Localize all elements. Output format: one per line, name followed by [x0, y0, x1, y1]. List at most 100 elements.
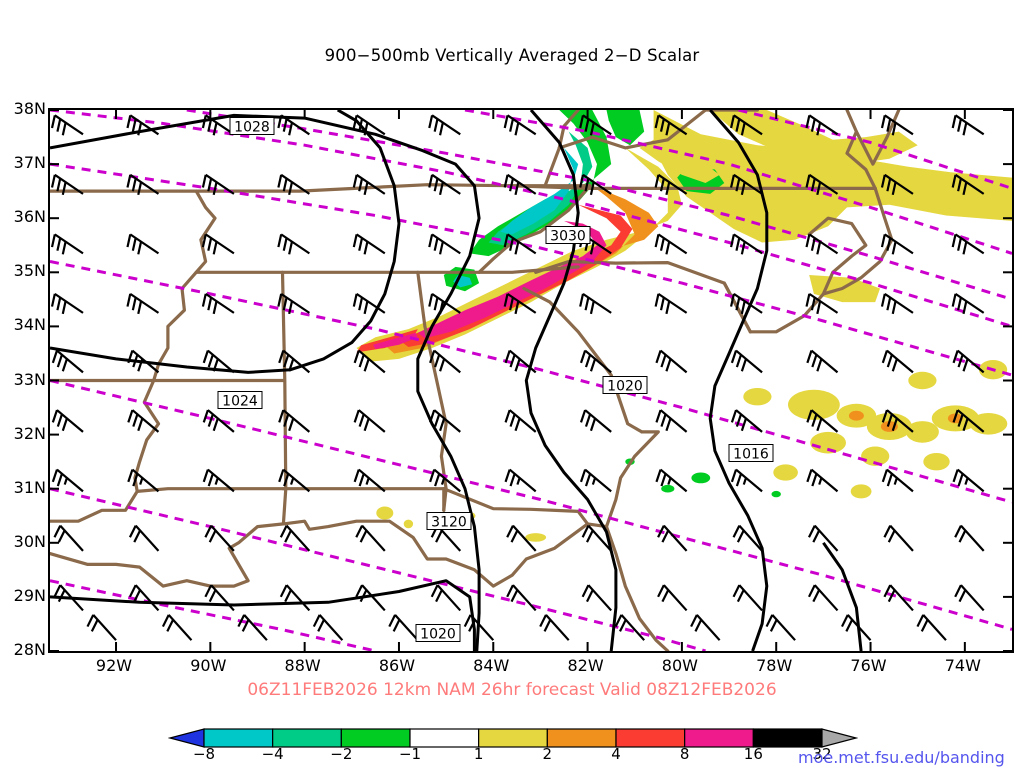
- wind-barb-r9-c2: [237, 614, 268, 641]
- mslp-contour-3: [708, 110, 769, 651]
- wind-barb-r1-c1: [126, 173, 160, 196]
- wind-barb-r2-c6: [503, 233, 537, 255]
- shade-magenta-sw-tail: [373, 332, 418, 350]
- wind-barb-r2-c5: [428, 233, 461, 255]
- lon-tick-92W: 92W: [95, 656, 133, 675]
- wind-barb-r8-c2: [204, 584, 235, 612]
- wind-barb-r2-c8: [654, 233, 688, 255]
- height-contour-3: [50, 260, 1012, 504]
- wind-barb-r0-c8: [654, 114, 688, 136]
- wind-barb-r6-c8: [655, 468, 688, 493]
- lat-tick-36N: 36N: [13, 207, 46, 227]
- wind-barb-r8-c0: [53, 584, 84, 612]
- colorbar-tick--4: −4: [261, 745, 284, 763]
- wind-barb-r4-c0: [51, 349, 84, 374]
- wind-barb-r4-c11: [881, 349, 914, 374]
- state-line-atl-coast-nc: [748, 186, 894, 334]
- wind-barb-r1-c3: [277, 173, 310, 196]
- wind-barb-r3-c0: [50, 292, 84, 315]
- wind-barb-r7-c1: [128, 524, 160, 552]
- source-watermark: moe.met.fsu.edu/banding: [798, 748, 1005, 767]
- wind-barb-r6-c4: [353, 468, 386, 493]
- lon-tick-82W: 82W: [567, 656, 604, 675]
- wind-barb-r6-c0: [51, 468, 84, 493]
- wind-barb-r8-c1: [128, 584, 160, 612]
- height-contour-0: [50, 162, 1012, 377]
- wind-barb-r4-c10: [806, 349, 839, 374]
- lat-tick-28N: 28N: [13, 640, 46, 659]
- state-boundaries-layer: [50, 110, 901, 651]
- colorbar-tick-1: 1: [473, 745, 484, 763]
- axis-tick-marks: [50, 110, 1012, 651]
- wind-barb-r3-c7: [579, 292, 612, 315]
- shade-cell-12: [908, 371, 937, 390]
- state-line-tn-ms-al-ga-line: [194, 265, 580, 274]
- lat-tick-30N: 30N: [13, 531, 46, 551]
- wind-barb-r5-c7: [579, 409, 612, 433]
- contour-label-box-5: [545, 226, 591, 244]
- wind-barb-r5-c1: [127, 409, 160, 433]
- wind-barb-r2-c2: [201, 233, 235, 255]
- state-line-ms-al-line: [280, 270, 288, 526]
- mslp-contour-2: [524, 110, 618, 651]
- contour-label-box-1: [217, 391, 263, 409]
- wind-barb-r2-c10: [805, 233, 839, 255]
- wind-barb-r4-c3: [278, 349, 311, 374]
- lon-tick-90W: 90W: [190, 656, 227, 675]
- state-line-ches-bay: [845, 110, 858, 134]
- wind-barb-r0-c11: [880, 114, 914, 136]
- wind-barb-r6-c12: [952, 468, 985, 493]
- wind-barb-r0-c6: [503, 114, 537, 136]
- shade-cell-14: [376, 506, 394, 520]
- wind-barb-r5-c4: [353, 409, 386, 433]
- state-line-la-gulf-coast: [50, 522, 285, 588]
- contour-label-mslp-1028: 1028: [234, 120, 270, 136]
- wind-barb-r3-c9: [730, 292, 763, 315]
- wind-barb-r8-c5: [430, 584, 462, 612]
- shade-yellow-ne-ext: [639, 139, 720, 183]
- wind-barb-r0-c9: [730, 114, 763, 136]
- state-line-ga-fl-line: [442, 487, 590, 526]
- wind-barb-r6-c10: [806, 468, 839, 493]
- wind-barb-r4-c8: [655, 349, 688, 374]
- wind-barb-r0-c3: [277, 114, 310, 136]
- colorbar-tick-4: 4: [611, 745, 621, 763]
- wind-barb-r2-c11: [880, 233, 914, 255]
- title-line-1: 900−500mb Vertically Averaged 2−D Scalar: [324, 46, 700, 65]
- lat-tick-32N: 32N: [13, 423, 46, 443]
- wind-barb-r0-c4: [352, 114, 386, 136]
- wind-barb-r7-c3: [279, 524, 311, 552]
- lon-tick-78W: 78W: [756, 656, 793, 675]
- map-plot-area: 1028 1024 1020 1020 1016 3030 3120: [48, 108, 1014, 653]
- wind-barb-r0-c0: [50, 114, 84, 136]
- lon-tick-84W: 84W: [473, 656, 510, 675]
- wind-barb-r1-c9: [730, 173, 763, 196]
- shade-cell-0: [788, 389, 840, 420]
- shade-speck-green-1: [661, 484, 675, 493]
- wind-barb-r3-c4: [352, 292, 386, 315]
- colorbar-tick-32: 32: [812, 745, 832, 763]
- wind-barb-r9-c3: [312, 614, 344, 641]
- shade-cyan-core: [500, 147, 579, 235]
- wind-barb-r1-c6: [503, 173, 537, 196]
- wind-barb-r7-c7: [581, 524, 612, 552]
- wind-barb-r2-c9: [730, 233, 763, 255]
- wind-barb-r0-c10: [805, 114, 839, 136]
- wind-barb-r4-c5: [429, 349, 461, 374]
- contour-label-box-3: [415, 624, 461, 642]
- shade-magenta-axis: [417, 220, 607, 339]
- lon-tick-86W: 86W: [378, 656, 416, 675]
- wind-barb-r6-c3: [278, 468, 311, 493]
- contour-label-mslp-1016: 1016: [733, 447, 769, 463]
- contour-label-box-0: [229, 117, 275, 135]
- wind-barb-r5-c11: [881, 409, 914, 433]
- wind-barb-r7-c9: [732, 524, 763, 552]
- contour-label-mslp-1024: 1024: [222, 394, 258, 410]
- contour-label-height-3030: 3030: [550, 229, 586, 245]
- lat-tick-38N: 38N: [13, 99, 46, 118]
- state-line-la-ms-river: [133, 378, 285, 493]
- contour-label-box-2: [602, 376, 648, 394]
- contour-label-box-6: [426, 512, 472, 530]
- lon-tick-76W: 76W: [850, 656, 887, 675]
- shade-green-wv: [606, 110, 645, 146]
